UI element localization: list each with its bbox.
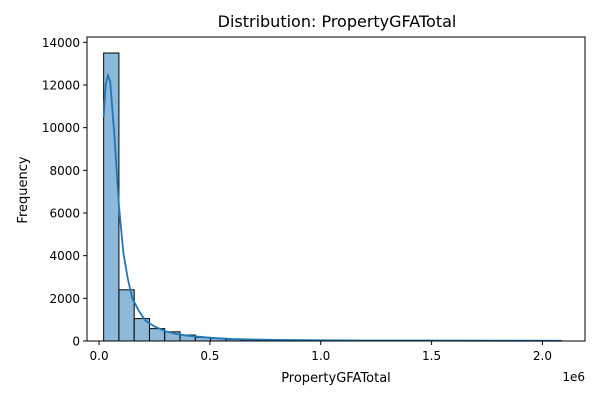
x-tick-label: 1.0 [311,349,330,363]
y-tick-label: 8000 [49,164,80,178]
y-tick-label: 12000 [42,79,80,93]
y-tick-label: 6000 [49,207,80,221]
y-axis-ticks: 0 2000 4000 6000 8000 10000 12000 14000 [42,36,87,349]
y-axis-label: Frequency [16,156,31,223]
chart-title: Distribution: PropertyGFATotal [218,12,457,31]
x-tick-label: 1.5 [422,349,441,363]
y-tick-label: 2000 [49,292,80,306]
y-tick-label: 14000 [42,36,80,50]
kde-curve [102,72,562,342]
y-tick-label: 0 [72,335,80,349]
y-tick-label: 4000 [49,249,80,263]
x-tick-label: 0.0 [90,349,109,363]
x-tick-label: 2.0 [533,349,552,363]
x-axis-ticks: 0.0 0.5 1.0 1.5 2.0 [90,341,552,363]
x-axis-label: PropertyGFATotal [281,371,391,386]
y-tick-label: 10000 [42,121,80,135]
plot-frame [86,36,586,342]
x-axis-offset-label: 1e6 [562,370,585,384]
x-tick-label: 0.5 [200,349,219,363]
